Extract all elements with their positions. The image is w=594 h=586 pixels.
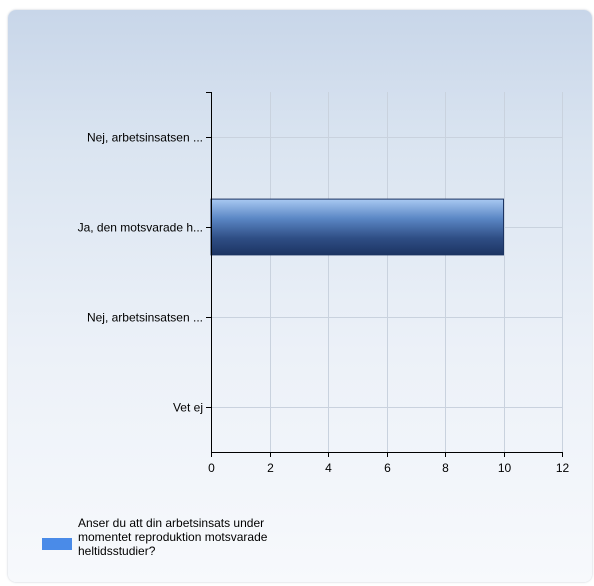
x-tick-label: 8 — [442, 461, 449, 475]
legend-swatch — [42, 538, 72, 550]
x-tick-label: 6 — [384, 461, 391, 475]
axes — [206, 92, 563, 457]
bars — [210, 198, 504, 256]
category-label: Vet ej — [173, 401, 203, 415]
x-tick-label: 4 — [325, 461, 332, 475]
category-label: Nej, arbetsinsatsen ... — [87, 311, 203, 325]
chart-panel — [8, 10, 592, 582]
grid-lines — [211, 92, 563, 452]
category-label: Nej, arbetsinsatsen ... — [87, 131, 203, 145]
bar — [210, 198, 504, 256]
x-tick-label: 12 — [556, 461, 570, 475]
x-tick-label: 10 — [498, 461, 512, 475]
category-labels: Nej, arbetsinsatsen ... Ja, den motsvarad… — [78, 131, 203, 415]
x-tick-label: 2 — [267, 461, 274, 475]
category-label: Ja, den motsvarade h... — [78, 221, 203, 235]
x-tick-label: 0 — [208, 461, 215, 475]
x-tick-labels: 0 2 4 6 8 10 12 — [208, 461, 569, 475]
legend-label: Anser du att din arbetsinsats under mome… — [78, 516, 268, 558]
